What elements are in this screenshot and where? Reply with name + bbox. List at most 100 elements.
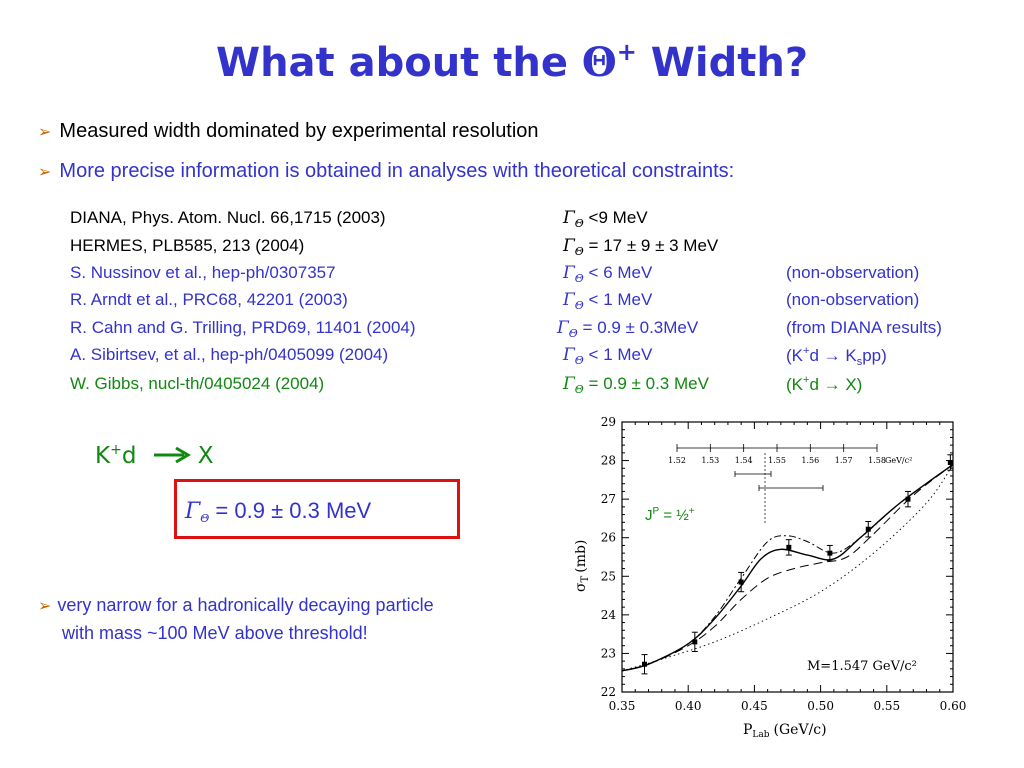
theta-subscript: Θ (574, 272, 584, 285)
theta-symbol: Θ (581, 39, 617, 86)
theta-subscript: Θ (200, 512, 210, 525)
inset-unit: GeV/c² (885, 456, 912, 465)
data-point (738, 579, 744, 585)
reference-citation: S. Nussinov et al., hep-ph/0307357 (70, 263, 336, 282)
y-axis-label: σT(mb) (575, 540, 591, 592)
data-point (827, 550, 833, 556)
title-suffix: Width? (636, 40, 809, 86)
reaction-plus: + (110, 442, 122, 458)
data-point (865, 526, 871, 532)
result-value: = 17 ± 9 ± 3 MeV (583, 236, 719, 255)
note-part: d → K (809, 346, 857, 365)
note-sup: + (803, 345, 810, 357)
x-tick-label: 0.50 (807, 699, 834, 713)
reference-citation: A. Sibirtsev, et al., hep-ph/0405099 (20… (70, 345, 389, 364)
reaction-arrow-icon (153, 446, 191, 464)
data-point (947, 460, 953, 465)
arrow-bullet-icon: ➢ (38, 124, 52, 141)
gamma-symbol: Γ (563, 374, 575, 394)
gamma-symbol: Γ (185, 499, 201, 524)
result-value: < 6 MeV (583, 263, 653, 282)
bullet-theoretical-constraints: ➢ More precise information is obtained in… (38, 160, 734, 183)
inset-tick-label: 1.52 (668, 456, 686, 465)
data-point (786, 544, 792, 550)
y-tick-label: 22 (601, 685, 616, 699)
width-result: ΓΘ = 17 ± 9 ± 3 MeV (563, 236, 718, 258)
width-result: ΓΘ = 0.9 ± 0.3 MeV (563, 374, 709, 396)
note-part: (K (786, 375, 803, 394)
note-sub: s (856, 356, 863, 368)
reference-citation: W. Gibbs, nucl-th/0405024 (2004) (70, 374, 325, 393)
note-sup: + (803, 374, 810, 386)
y-tick-label: 26 (601, 531, 616, 545)
fit-curve-dashed (621, 464, 954, 672)
theta-subscript: Θ (574, 354, 584, 367)
y-tick-label: 27 (601, 492, 616, 506)
result-box-value: = 0.9 ± 0.3 MeV (209, 498, 372, 523)
reference-citation: R. Arndt et al., PRC68, 42201 (2003) (70, 290, 348, 309)
theta-subscript: Θ (574, 245, 584, 258)
theta-subscript: Θ (574, 383, 584, 396)
x-axis-label: PLab (GeV/c) (743, 722, 827, 740)
width-result: ΓΘ < 1 MeV (563, 345, 652, 367)
reference-note: (non-observation) (786, 263, 920, 282)
data-point (692, 639, 698, 645)
reference-citation: R. Cahn and G. Trilling, PRD69, 11401 (2… (70, 318, 416, 337)
gamma-symbol: Γ (563, 263, 575, 283)
jp-label: JP = ½+ (645, 506, 695, 524)
reaction-d: d (121, 443, 137, 469)
mass-scale-inset: 1.52 1.53 1.54 1.55 1.56 1.57 1.58 GeV/c² (668, 444, 912, 524)
reference-note: (non-observation) (786, 290, 920, 309)
y-tick-label: 29 (601, 415, 616, 429)
inset-tick-label: 1.57 (835, 456, 853, 465)
x-tick-label: 0.60 (940, 699, 967, 713)
width-result: ΓΘ <9 MeV (563, 208, 648, 230)
data-points (641, 454, 954, 675)
mass-label: M=1.547 GeV/c² (807, 659, 917, 674)
title-prefix: What about the (215, 40, 582, 86)
note-part: d → X) (809, 375, 863, 394)
result-box: ΓΘ = 0.9 ± 0.3 MeV (174, 479, 460, 539)
fit-curve-solid (621, 463, 954, 672)
x-tick-label: 0.55 (873, 699, 900, 713)
gamma-symbol: Γ (563, 236, 575, 256)
inset-tick-label: 1.54 (735, 456, 753, 465)
width-result: ΓΘ < 1 MeV (563, 290, 652, 312)
inset-tick-label: 1.55 (768, 456, 786, 465)
result-value: = 0.9 ± 0.3 MeV (583, 374, 709, 393)
gamma-symbol: Γ (563, 290, 575, 310)
y-tick-label: 28 (601, 454, 616, 468)
reference-note: (K+d → Kspp) (786, 345, 887, 368)
gamma-symbol: Γ (563, 345, 575, 365)
bullet-measured-width: ➢ Measured width dominated by experimenta… (38, 120, 539, 143)
title-sup: + (616, 38, 637, 66)
data-point (905, 496, 911, 502)
fit-curve-dashdot (621, 463, 954, 672)
reference-note: (from DIANA results) (786, 318, 942, 337)
bullet-text: More precise information is obtained in … (59, 160, 735, 182)
theta-subscript: Θ (574, 217, 584, 230)
y-tick-label: 25 (601, 569, 616, 583)
reference-citation: DIANA, Phys. Atom. Nucl. 66,1715 (2003) (70, 208, 386, 227)
gamma-symbol: Γ (557, 318, 569, 338)
note-part: pp) (862, 346, 887, 365)
width-result: ΓΘ = 0.9 ± 0.3MeV (557, 318, 698, 340)
reference-note: (K+d → X) (786, 374, 862, 395)
y-tick-label: 24 (601, 608, 617, 622)
bullet-text: Measured width dominated by experimental… (59, 120, 539, 142)
data-point (642, 661, 648, 667)
y-tick-label: 23 (601, 646, 616, 660)
x-tick-label: 0.35 (609, 699, 636, 713)
page-title: What about the Θ+ Width? (0, 38, 1024, 86)
arrow-bullet-icon: ➢ (38, 164, 52, 181)
inset-tick-label: 1.58 (868, 456, 886, 465)
theta-subscript: Θ (568, 327, 578, 340)
narrow-text-2: with mass ~100 MeV above threshold! (62, 623, 368, 643)
background-curve-dotted (621, 464, 954, 672)
result-value: <9 MeV (583, 208, 648, 227)
reaction-k: K (95, 443, 111, 469)
reference-citation: HERMES, PLB585, 213 (2004) (70, 236, 305, 255)
bullet-narrow-particle: ➢ very narrow for a hadronically decaying… (38, 592, 434, 646)
x-tick-label: 0.45 (741, 699, 768, 713)
note-part: (K (786, 346, 803, 365)
